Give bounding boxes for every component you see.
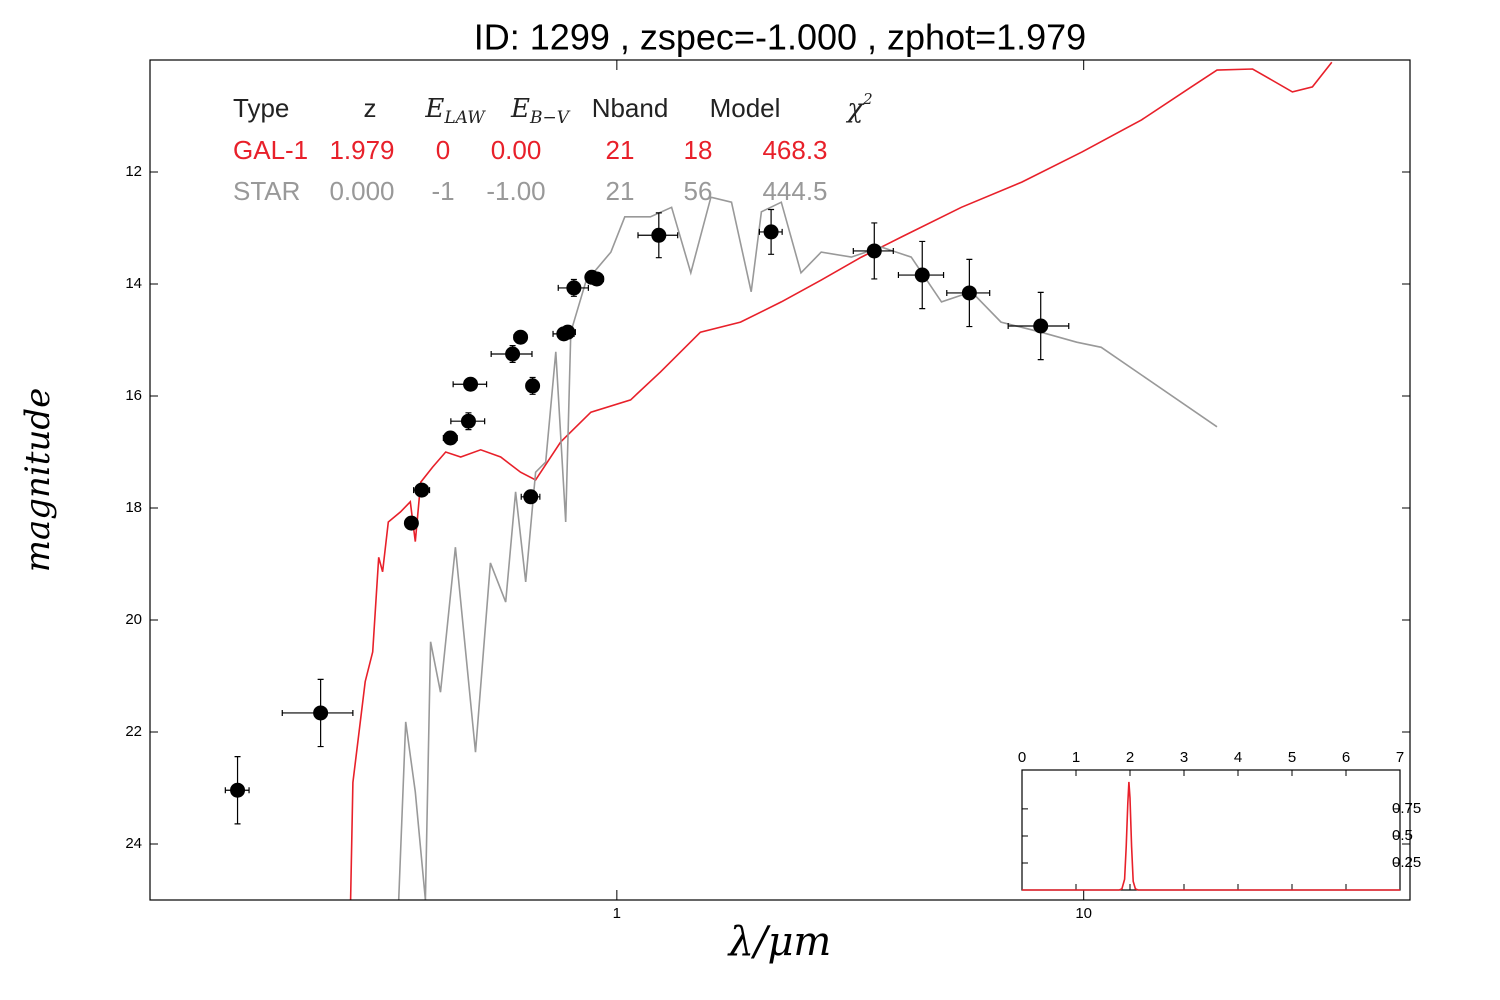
inset-x-tick-label: 2 (1126, 749, 1134, 766)
table-header: Type (233, 93, 289, 123)
table-cell: 1.979 (329, 135, 394, 165)
chart-title: ID: 1299 , zspec=-1.000 , zphot=1.979 (474, 17, 1086, 58)
table-cell: GAL-1 (233, 135, 308, 165)
header-base: χ (845, 94, 865, 124)
data-point (513, 329, 529, 345)
data-point (505, 346, 521, 362)
data-point (403, 515, 419, 531)
table-header: Nband (592, 93, 669, 123)
inset-x-tick-label: 6 (1342, 749, 1350, 766)
data-point (560, 324, 576, 340)
table-cell: -1.00 (486, 176, 545, 206)
table-cell: 0.00 (491, 135, 542, 165)
inset-x-tick-label: 3 (1180, 749, 1188, 766)
table-cell: STAR (233, 176, 300, 206)
table-cell: 468.3 (762, 135, 827, 165)
table-cell: -1 (431, 176, 454, 206)
inset-y-tick-label: 0.25 (1392, 854, 1421, 871)
data-point (523, 489, 539, 505)
y-tick-label: 20 (125, 611, 142, 628)
x-tick-label: 1 (613, 905, 621, 922)
data-point (1033, 318, 1049, 334)
table-header: Model (710, 93, 781, 123)
plot-frame (149, 59, 1411, 901)
inset-x-tick-label: 4 (1234, 749, 1242, 766)
inset-frame (1021, 769, 1401, 891)
data-point (651, 227, 667, 243)
y-tick-label: 24 (125, 835, 142, 852)
table-cell: 56 (684, 176, 713, 206)
data-point (866, 243, 882, 259)
header-base: z (364, 93, 377, 123)
data-point (566, 280, 582, 296)
model-line (349, 61, 1333, 900)
inset-x-tick-label: 5 (1288, 749, 1296, 766)
header-base: Model (710, 93, 781, 123)
data-point (763, 224, 779, 240)
data-point (442, 430, 458, 446)
table-cell: 18 (684, 135, 713, 165)
x-axis-label: λ/μm (727, 919, 832, 965)
data-point (589, 271, 605, 287)
y-tick-label: 12 (125, 163, 142, 180)
y-tick-label: 22 (125, 723, 142, 740)
table-cell: 444.5 (762, 176, 827, 206)
y-tick-label: 18 (125, 499, 142, 516)
header-base: Nband (592, 93, 669, 123)
table-cell: 21 (606, 135, 635, 165)
y-tick-label: 16 (125, 387, 142, 404)
header-base: E (510, 94, 530, 124)
table-header: z (364, 93, 377, 123)
data-point (414, 482, 430, 498)
inset-x-tick-label: 1 (1072, 749, 1080, 766)
inset-x-tick-label: 0 (1018, 749, 1026, 766)
y-axis-label: magnitude (18, 388, 58, 573)
data-point (313, 705, 329, 721)
data-point (961, 285, 977, 301)
y-tick-label: 14 (125, 275, 142, 292)
x-tick-label: 10 (1075, 905, 1092, 922)
header-base: E (424, 94, 444, 124)
data-point (463, 376, 479, 392)
data-point (230, 782, 246, 798)
table-cell: 0.000 (329, 176, 394, 206)
inset-y-tick-label: 0.5 (1392, 827, 1413, 844)
inset-pdf-line (1022, 781, 1400, 891)
inset-y-tick-label: 0.75 (1392, 800, 1421, 817)
table-cell: 0 (436, 135, 450, 165)
table-header: χ2 (845, 90, 872, 124)
inset-x-tick-label: 7 (1396, 749, 1404, 766)
data-point (460, 413, 476, 429)
table-cell: 21 (606, 176, 635, 206)
table-header: EB−V (510, 94, 571, 128)
table-header: ELAW (424, 94, 486, 128)
data-point (914, 267, 930, 283)
header-sub: B−V (529, 108, 571, 128)
header-sup: 2 (862, 90, 873, 108)
header-sub: LAW (443, 108, 486, 128)
data-point (525, 378, 541, 394)
header-base: Type (233, 93, 289, 123)
